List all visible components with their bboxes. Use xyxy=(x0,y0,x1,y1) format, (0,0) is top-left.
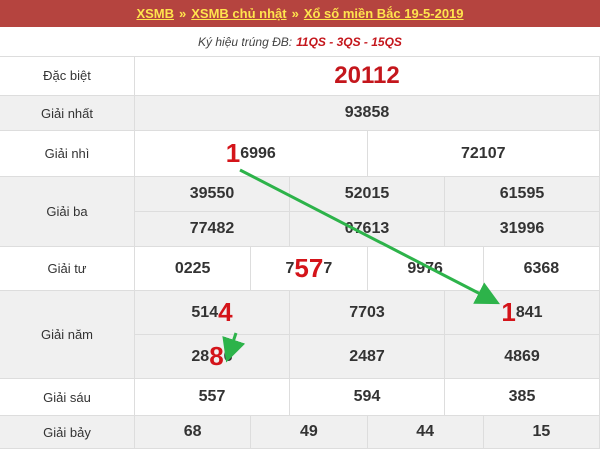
number: 0225 xyxy=(135,247,252,291)
digits: 514 xyxy=(191,303,219,321)
prize-label: Giải năm xyxy=(0,291,135,379)
number: 68 xyxy=(135,416,252,449)
number: 9976 xyxy=(367,247,484,291)
codes: 11QS - 3QS - 15QS xyxy=(296,34,402,49)
number: 15 xyxy=(483,416,600,449)
separator: » xyxy=(179,6,187,21)
prize-label: Giải nhì xyxy=(0,131,135,177)
digits: 6996 xyxy=(240,144,276,162)
highlight-digit: 57 xyxy=(294,253,324,283)
row-bg xyxy=(0,416,600,449)
row-bg xyxy=(0,96,600,131)
prize-label: Giải bảy xyxy=(0,416,135,449)
link[interactable]: XSMB chủ nhật xyxy=(191,6,287,21)
number: 557 xyxy=(135,379,290,416)
subheader-label: Ký hiệu trúng ĐB: xyxy=(198,34,293,49)
breadcrumb: XSMB » XSMB chủ nhật » Xổ số miền Bắc 19… xyxy=(0,0,600,27)
number: 514 4 xyxy=(135,291,290,335)
highlight-digit: 4 xyxy=(218,297,233,327)
arrow xyxy=(222,332,246,363)
prize-label: Giải tư xyxy=(0,247,135,291)
number: 7703 xyxy=(290,291,445,335)
prize-label: Giải sáu xyxy=(0,379,135,416)
number: 594 xyxy=(290,379,445,416)
digits: 841 xyxy=(515,303,543,321)
number: 52015 xyxy=(290,177,445,212)
digits: 7 xyxy=(323,259,333,277)
subheader: Ký hiệu trúng ĐB: 11QS - 3QS - 15QS xyxy=(0,27,600,57)
digits: 28 xyxy=(191,347,210,365)
number: 49 xyxy=(251,416,368,449)
prize-label: Giải nhất xyxy=(0,96,135,131)
number: 07613 xyxy=(290,212,445,247)
link[interactable]: XSMB xyxy=(136,6,175,21)
arrow xyxy=(239,168,500,305)
number: 7 57 7 xyxy=(251,247,368,291)
row-bg xyxy=(0,177,600,247)
separator: » xyxy=(291,6,299,21)
prize-label: Đặc biệt xyxy=(0,56,135,96)
number: 1 841 xyxy=(445,291,600,335)
number: 77482 xyxy=(135,212,290,247)
prize-label: Giải ba xyxy=(0,177,135,247)
highlight-digit: 8 xyxy=(209,341,224,371)
number: 2487 xyxy=(290,335,445,379)
row-bg xyxy=(0,291,600,379)
number: 44 xyxy=(367,416,484,449)
number: 20112 xyxy=(135,56,600,96)
digits: 7 xyxy=(285,259,295,277)
link[interactable]: Xổ số miền Bắc 19-5-2019 xyxy=(303,6,464,21)
highlight-digit: 1 xyxy=(501,297,516,327)
highlight-digit: 1 xyxy=(225,138,241,168)
number: 6368 xyxy=(483,247,600,291)
